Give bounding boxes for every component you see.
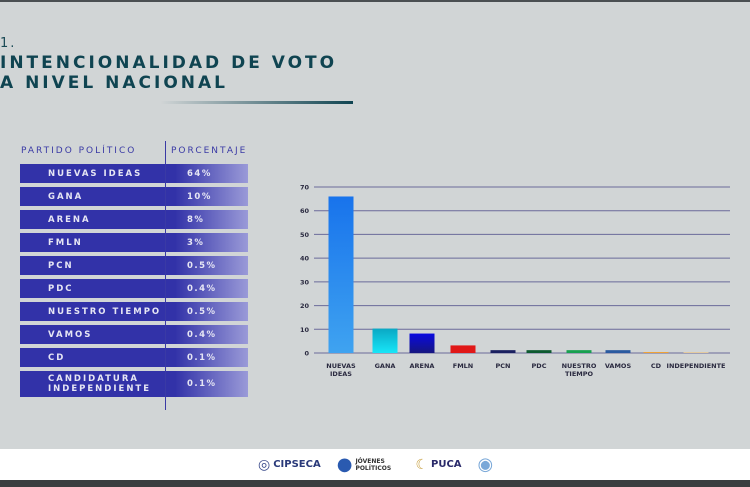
logo-jovenes-politicos: ● JÓVENES POLÍTICOS: [336, 454, 392, 475]
party-name: ARENA: [48, 214, 91, 225]
bar: [328, 196, 354, 353]
party-name: NUEVAS IDEAS: [48, 168, 143, 179]
logo-puca: ☾ PUCA: [415, 456, 462, 473]
table-row: PDC 0.4%: [20, 279, 248, 298]
x-tick-label: GANA: [375, 362, 396, 370]
table-row: ARENA 8%: [20, 210, 248, 229]
x-tick-label: INDEPENDIENTE: [667, 362, 726, 370]
table-header-party: PARTIDO POLÍTICO: [21, 146, 137, 156]
cipseca-icon: ◎: [258, 456, 271, 473]
table-row: FMLN 3%: [20, 233, 248, 252]
party-percent: 0.5%: [187, 260, 217, 271]
x-tick-label: NUEVAS IDEAS: [326, 362, 356, 378]
party-name: GANA: [48, 191, 84, 202]
bar: [683, 352, 709, 353]
bar: [490, 350, 516, 353]
x-tick-label: ARENA: [410, 362, 435, 370]
table-row: VAMOS 0.4%: [20, 325, 248, 344]
y-tick-label: 10: [300, 326, 310, 334]
bar-chart: 0 10 20 30 40 50 60 70 NUEVAS IDEAS GANA ARENA FMLN P…: [300, 184, 730, 378]
x-tick-label: CD: [651, 362, 662, 370]
y-tick-label: 20: [300, 302, 310, 310]
party-percent: 64%: [187, 168, 212, 179]
title-line-2: A NIVEL NACIONAL: [0, 73, 229, 93]
y-tick-label: 70: [300, 184, 310, 192]
bar: [566, 350, 592, 353]
x-tick-label: VAMOS: [605, 362, 632, 370]
jovenes-icon: ●: [336, 454, 353, 475]
title-underline: [160, 101, 353, 104]
party-name: PCN: [48, 260, 74, 271]
party-name: VAMOS: [48, 329, 93, 340]
party-percent: 3%: [187, 237, 205, 248]
logo-un: ◉UN: [478, 454, 497, 475]
top-border: [0, 0, 750, 2]
section-number: 1.: [0, 36, 17, 51]
page-title: INTENCIONALIDAD DE VOTO A NIVEL NACIONAL: [0, 53, 337, 93]
table-row: NUEVAS IDEAS 64%: [20, 164, 248, 183]
footer-logos: ◎CIPSECA ●JÓVENES POLÍTICOS ☾PUCA ◉UN: [0, 449, 750, 480]
party-percent: 0.5%: [187, 306, 217, 317]
logo-cipseca: ◎ CIPSECA: [258, 456, 321, 473]
table-row: CD 0.1%: [20, 348, 248, 367]
table-row: CANDIDATURA INDEPENDIENTE 0.1%: [20, 371, 248, 397]
y-tick-label: 50: [300, 231, 310, 239]
bar: [409, 333, 435, 353]
party-percent: 0.1%: [187, 379, 217, 389]
party-name: NUESTRO TIEMPO: [48, 306, 162, 317]
party-percent: 0.4%: [187, 283, 217, 294]
x-tick-label: NUESTRO TIEMPO: [562, 362, 597, 378]
table-row: PCN 0.5%: [20, 256, 248, 275]
puca-icon: ☾: [415, 456, 428, 473]
party-percent: 10%: [187, 191, 212, 202]
y-tick-label: 40: [300, 255, 310, 263]
y-tick-label: 60: [300, 207, 310, 215]
bar: [605, 350, 631, 353]
x-tick-label: FMLN: [453, 362, 474, 370]
table-row: NUESTRO TIEMPO 0.5%: [20, 302, 248, 321]
party-name: PDC: [48, 283, 74, 294]
bar: [526, 350, 552, 353]
title-line-1: INTENCIONALIDAD DE VOTO: [0, 53, 338, 73]
party-name: FMLN: [48, 237, 83, 248]
y-tick-label: 30: [300, 278, 310, 286]
party-percent: 0.1%: [187, 352, 217, 363]
y-tick-label: 0: [304, 350, 309, 358]
un-emblem-icon: ◉: [477, 454, 494, 475]
table-divider: [165, 141, 166, 410]
party-name: CD: [48, 352, 66, 363]
bar: [643, 352, 669, 353]
bottom-bar: [0, 480, 750, 487]
x-tick-label: PCN: [496, 362, 511, 370]
bar: [450, 345, 476, 353]
bar: [372, 328, 398, 353]
table-header-percent: PORCENTAJE: [171, 146, 248, 156]
party-percent: 0.4%: [187, 329, 217, 340]
party-name: CANDIDATURA INDEPENDIENTE: [48, 374, 152, 394]
party-percent: 8%: [187, 214, 205, 225]
table-row: GANA 10%: [20, 187, 248, 206]
x-tick-label: PDC: [532, 362, 547, 370]
